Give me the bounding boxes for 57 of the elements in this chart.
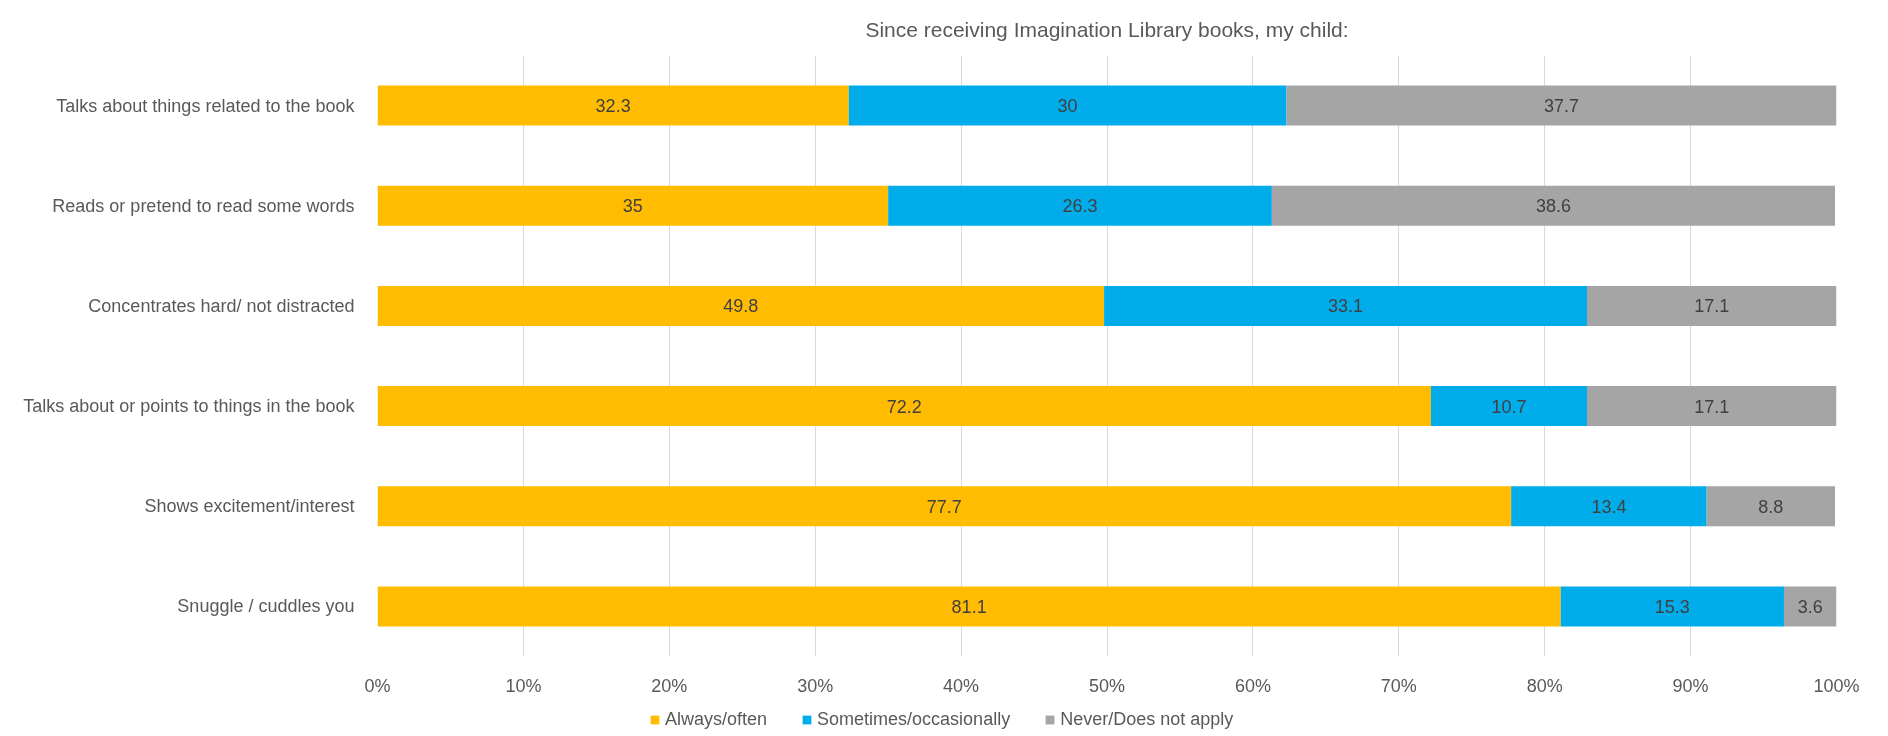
data-label: 3.6 [1797,596,1823,617]
legend-label: Sometimes/occasionally [817,709,1011,730]
bar [1587,285,1837,326]
x-tick-label: 60% [1234,675,1271,696]
x-tick-label: 100% [1813,675,1860,696]
data-label: 15.3 [1654,596,1690,617]
y-tick-label: Shows excitement/interest [144,496,355,517]
y-tick-label: Talks about things related to the book [56,95,356,116]
bar [1286,85,1837,126]
bar [848,85,1287,126]
data-label: 32.3 [595,96,631,117]
data-label: 35 [622,196,643,217]
y-tick-label: Reads or pretend to read some words [52,195,355,216]
legend-label: Never/Does not apply [1060,709,1234,730]
x-tick-label: 40% [943,675,980,696]
data-label: 8.8 [1758,496,1784,517]
y-tick-label: Talks about or points to things in the book [23,396,356,417]
bar [377,386,1431,427]
bar [1587,386,1837,427]
x-tick-label: 0% [364,675,391,696]
bar [1271,185,1836,226]
bar [1783,586,1837,627]
data-label: 17.1 [1694,296,1730,317]
x-tick-label: 90% [1672,675,1709,696]
data-label: 13.4 [1591,496,1627,517]
data-label: 81.1 [951,596,987,617]
y-tick-label: Snuggle / cuddles you [177,596,355,617]
x-tick-label: 20% [651,675,688,696]
chart-title: Since receiving Imagination Library books, my child: [865,17,1349,41]
bar [1560,586,1784,627]
data-label: 37.7 [1543,96,1580,117]
data-label: 38.6 [1535,196,1571,217]
bar [377,586,1561,627]
bar [1511,486,1707,527]
bar [377,85,849,126]
x-tick-label: 70% [1380,675,1417,696]
data-label: 77.7 [926,496,962,517]
bar [1104,285,1588,326]
x-tick-label: 50% [1088,675,1126,696]
bar [377,285,1105,326]
data-label: 33.1 [1328,296,1364,317]
bar [377,185,889,226]
bar [888,185,1272,226]
y-tick-label: Concentrates hard/ not distracted [88,295,355,316]
x-tick-label: 10% [505,675,542,696]
x-tick-label: 80% [1526,675,1563,696]
legend-label: Always/often [665,709,768,730]
data-label: 30 [1057,96,1078,117]
x-tick-label: 30% [797,675,834,696]
data-label: 49.8 [723,296,759,317]
data-label: 17.1 [1694,396,1730,417]
bar [377,486,1512,527]
data-label: 26.3 [1062,196,1098,217]
bar [1430,386,1588,427]
data-label: 72.2 [886,396,922,417]
bar [1706,486,1836,527]
data-label: 10.7 [1491,396,1527,417]
